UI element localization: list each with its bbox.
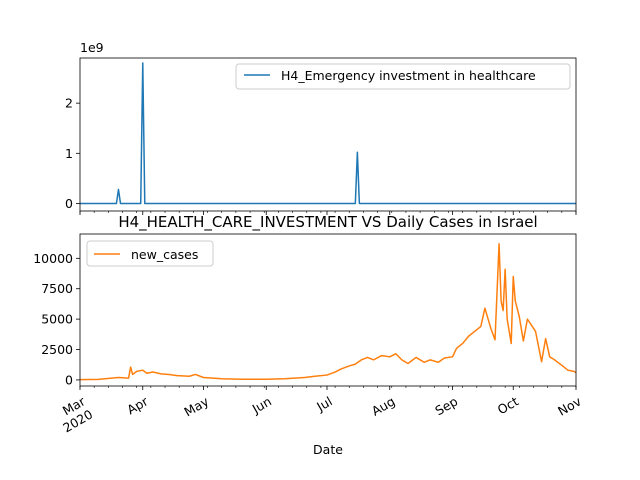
y-tick-label: 7500: [41, 281, 73, 296]
top-offset-label: 1e9: [80, 40, 104, 55]
top-legend-box: [235, 63, 571, 90]
top-x-axis: [79, 211, 577, 215]
bottom-plot-frame: [79, 233, 577, 387]
series-path-new-cases: [79, 242, 577, 381]
y-tick-label: 2500: [41, 342, 73, 357]
y-tick-label: 2: [65, 96, 73, 111]
x-tick-label: Jul: [313, 394, 334, 415]
top-legend-label: H4_Emergency investment in healthcare: [281, 68, 536, 83]
y-tick-label: 0: [65, 372, 73, 387]
y-tick-label: 10000: [33, 251, 73, 266]
bottom-y-axis: 0 2500 5000 7500 10000: [33, 251, 80, 387]
series-path-healthcare-investment: [80, 62, 576, 205]
bottom-legend-label: new_cases: [131, 247, 198, 262]
y-tick-label: 1: [65, 146, 73, 161]
top-legend: H4_Emergency investment in healthcare: [235, 63, 571, 90]
top-y-axis: 0 1 2: [65, 96, 80, 211]
top-chart: 0 1 2 1e9 H4_Emergency investment in healt…: [65, 40, 577, 215]
y-tick-label: 0: [65, 196, 73, 211]
x-axis-label: Date: [313, 442, 343, 457]
bottom-chart-title: H4_HEALTH_CARE_INVESTMENT VS Daily Cases…: [118, 213, 537, 232]
bottom-legend-box: [86, 240, 214, 267]
bottom-legend: new_cases: [86, 240, 214, 267]
top-plot-frame: [79, 57, 577, 212]
y-tick-label: 5000: [41, 312, 73, 327]
